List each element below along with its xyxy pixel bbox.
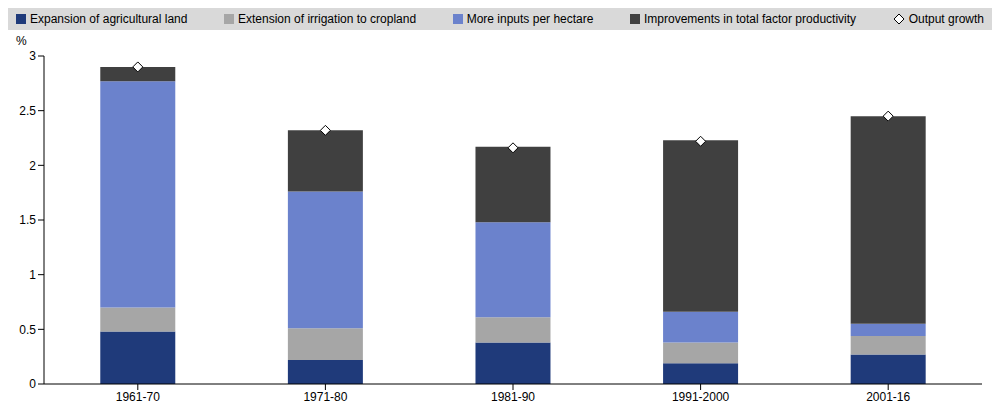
svg-text:1981-90: 1981-90 xyxy=(491,390,535,404)
svg-text:2001-16: 2001-16 xyxy=(866,390,910,404)
html-text:More inputs per hectare: More inputs per hectare xyxy=(466,12,594,26)
svg-text:1991-2000: 1991-2000 xyxy=(672,390,730,404)
svg-text:2.5: 2.5 xyxy=(19,104,36,118)
html-text:Expansion of agricultural land: Expansion of agricultural land xyxy=(30,12,188,26)
svg-text:1: 1 xyxy=(29,268,36,282)
svg-text:1.5: 1.5 xyxy=(19,213,36,227)
html-text:Improvements in total factor p: Improvements in total factor productivit… xyxy=(644,12,857,26)
html-text:Extension of irrigation to cro: Extension of irrigation to cropland xyxy=(238,12,417,26)
svg-text:0: 0 xyxy=(29,377,36,391)
html-text:Output growth: Output growth xyxy=(908,12,984,26)
svg-text:1971-80: 1971-80 xyxy=(303,390,347,404)
svg-text:0.5: 0.5 xyxy=(19,323,36,337)
svg-text:3: 3 xyxy=(29,49,36,63)
svg-text:1961-70: 1961-70 xyxy=(116,390,160,404)
svg-text:2: 2 xyxy=(29,159,36,173)
